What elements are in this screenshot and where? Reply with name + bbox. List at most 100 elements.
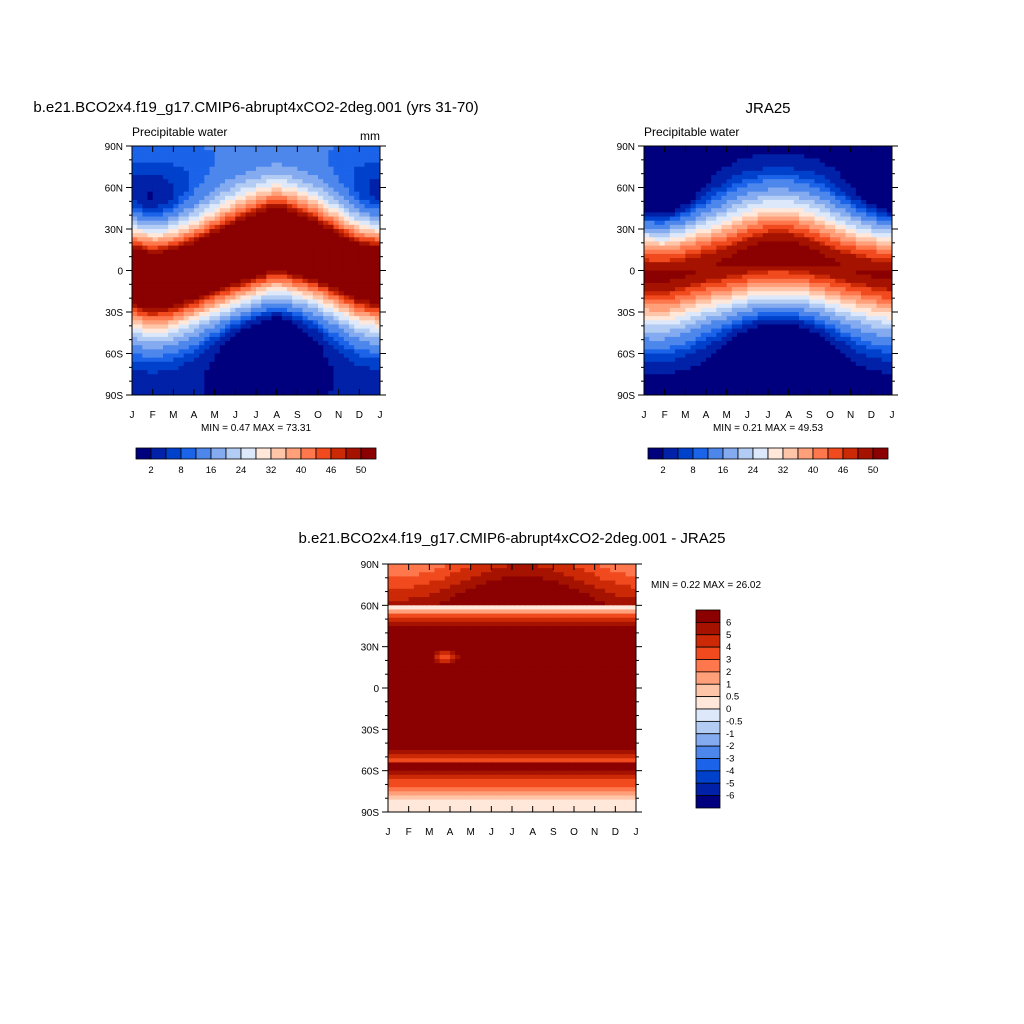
contour-cell [369,341,376,346]
contour-cell [700,282,707,288]
contour-cell [168,150,174,155]
contour-cell [680,229,686,234]
contour-cell [266,374,273,379]
contour-cell [861,291,867,296]
contour-cell [359,353,366,359]
contour-cell [142,332,149,338]
contour-cell [302,274,309,280]
contour-cell [318,191,324,197]
contour-cell [281,249,288,255]
contour-cell [147,191,154,197]
contour-cell [287,154,293,160]
contour-cell [814,146,821,151]
contour-cell [256,204,262,209]
contour-cell [700,312,707,317]
contour-cell [374,390,380,395]
contour-cell [737,307,743,313]
contour-cell [840,170,847,176]
contour-cell [307,208,314,213]
contour-cell [819,303,826,309]
contour-cell [302,245,309,251]
contour-cell [209,262,216,267]
contour-cell [726,175,733,180]
colorbar-swatch [165,447,182,460]
contour-cell [861,216,867,222]
contour-cell [809,270,816,276]
contour-cell [369,195,376,201]
contour-cell [281,224,288,230]
contour-cell [845,287,852,292]
contour-cell [773,183,779,189]
contour-cell [137,361,143,367]
contour-cell [881,204,888,209]
contour-cell [737,224,743,230]
contour-cell [214,270,221,276]
contour-cell [685,266,692,272]
contour-cell [690,241,697,247]
contour-cell [183,162,190,168]
contour-cell [323,146,329,151]
contour-cell [374,336,380,342]
contour-cell [706,199,712,205]
contour-cell [778,216,785,222]
contour-cell [866,291,872,296]
contour-cell [675,191,681,197]
contour-cell [157,324,164,330]
contour-cell [354,341,360,346]
contour-cell [359,336,366,342]
contour-cell [861,287,867,292]
contour-cell [644,245,650,251]
contour-cell [804,187,810,193]
contour-cell [230,295,236,301]
contour-cell [752,282,759,288]
contour-cell [726,179,733,184]
contour-cell [271,183,278,189]
contour-cell [364,204,371,209]
contour-cell [731,253,738,259]
contour-cell [318,146,324,151]
contour-cell [845,258,852,263]
contour-cell [364,224,371,230]
contour-cell [669,162,676,168]
contour-cell [240,179,247,184]
contour-cell [152,183,159,189]
contour-cell [871,253,878,259]
contour-cell [209,365,216,371]
contour-cell [354,365,360,371]
contour-cell [845,158,852,164]
contour-cell [855,150,862,155]
contour-cell [757,312,764,317]
contour-cell [773,295,779,301]
contour-cell [168,262,174,267]
contour-cell [793,278,800,284]
contour-cell [374,208,380,213]
contour-cell [349,386,355,392]
contour-cell [685,216,692,222]
contour-cell [830,166,836,172]
contour-cell [271,357,278,363]
contour-cell [809,162,816,168]
contour-cell [876,191,883,197]
contour-cell [266,353,273,359]
contour-cell [163,291,169,296]
contour-cell [871,154,878,160]
contour-cell [163,216,169,222]
contour-cell [245,195,252,201]
x-tick-label: D [356,410,363,421]
contour-cell [219,332,226,338]
contour-cell [194,233,200,238]
contour-cell [824,187,831,193]
contour-cell [245,320,252,326]
contour-cell [845,216,852,222]
contour-cell [287,245,293,251]
contour-cell [726,299,733,305]
contour-cell [214,249,221,255]
contour-cell [219,316,226,321]
contour-cell [768,287,774,292]
contour-cell [152,154,159,160]
contour-cell [188,241,195,247]
contour-cell [762,258,769,263]
contour-cell [163,307,169,313]
contour-cell [137,382,143,388]
contour-cell [271,353,278,359]
